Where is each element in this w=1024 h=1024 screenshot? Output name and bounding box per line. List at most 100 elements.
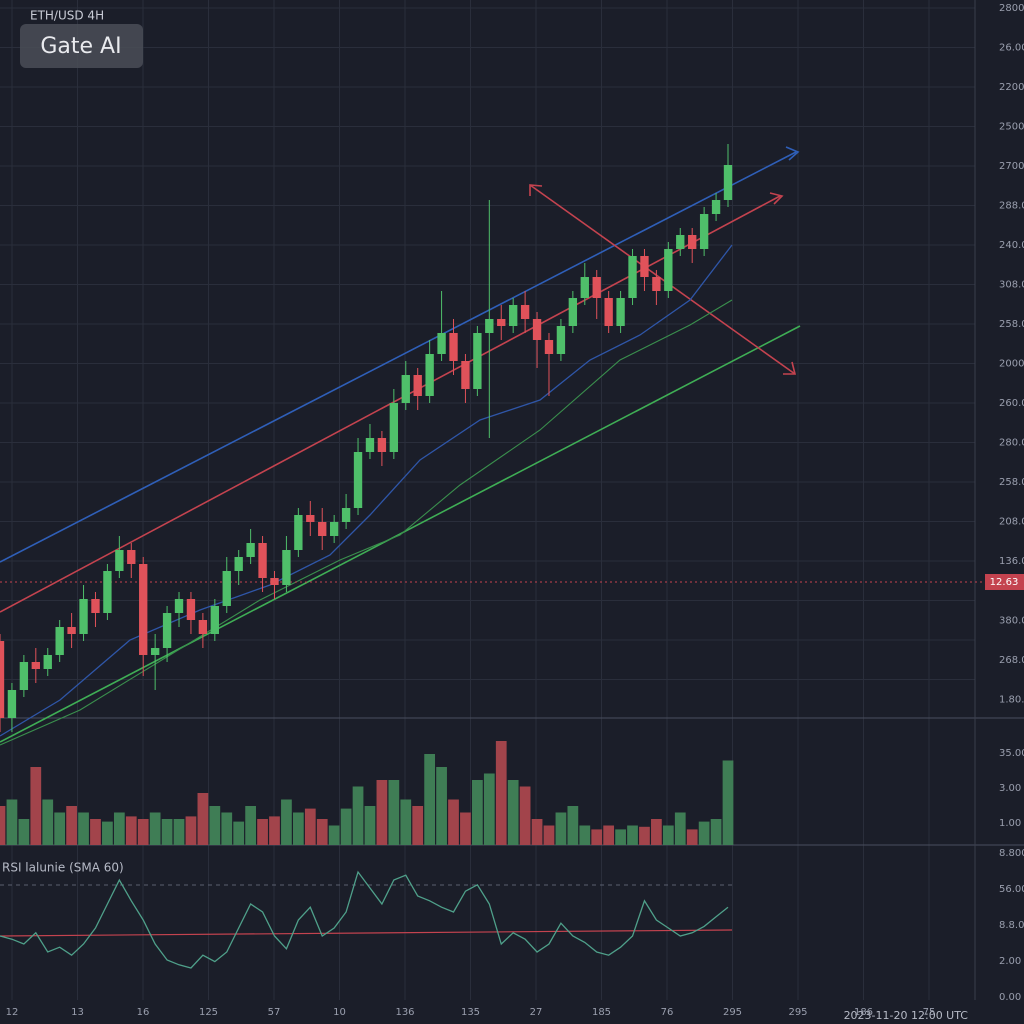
volume-bar — [197, 793, 209, 845]
volume-label: 3.00 — [999, 783, 1021, 794]
volume-bar — [567, 806, 579, 845]
candle-body — [485, 319, 494, 333]
volume-bar — [66, 806, 77, 845]
timestamp: 2023-11-20 12:00 UTC — [844, 1009, 969, 1022]
candle-body — [43, 655, 52, 669]
arrow-head — [769, 192, 784, 205]
brand-badge — [20, 24, 143, 68]
volume-bar — [686, 829, 698, 845]
arrow-head — [785, 146, 800, 161]
price-label: 136.00 — [999, 556, 1024, 567]
candle-body — [282, 550, 291, 585]
candle-body — [544, 340, 554, 354]
volume-bar — [651, 819, 662, 845]
volume-bar — [257, 819, 268, 845]
arrow-head — [783, 361, 797, 375]
volume-bar — [627, 825, 638, 845]
volume-bar — [603, 825, 615, 845]
price-label: 308.00 — [999, 280, 1024, 291]
price-label: 2800.0 — [999, 3, 1024, 14]
rsi-label: 0.00 — [999, 992, 1021, 1003]
volume-bar — [483, 773, 495, 845]
x-label: 125 — [199, 1007, 218, 1018]
candle-body — [640, 256, 649, 277]
candle-body — [425, 354, 434, 396]
volume-bar — [102, 821, 113, 845]
candle-body — [246, 543, 255, 557]
volume-bar — [436, 767, 447, 845]
candle-body — [353, 452, 363, 508]
price-label: 380.00 — [999, 616, 1024, 627]
candle-body — [79, 599, 88, 634]
volume-bar — [269, 816, 280, 845]
volume-bar — [722, 760, 734, 845]
volume-bar — [495, 741, 507, 845]
volume-bar — [173, 819, 185, 845]
brand: Gate AI — [40, 34, 121, 59]
x-label: 136 — [395, 1007, 414, 1018]
volume-bar — [161, 819, 173, 845]
price-label: 288.00 — [999, 201, 1024, 212]
price-label: 27000 — [999, 161, 1024, 172]
candle-body — [294, 515, 303, 550]
x-label: 185 — [592, 1007, 611, 1018]
candle-body — [222, 571, 231, 606]
price-label: 26.000 — [999, 43, 1024, 54]
arrow-head — [529, 184, 543, 196]
candle-body — [437, 333, 446, 354]
candle-body — [389, 403, 399, 452]
volume-bar — [615, 829, 626, 845]
volume-bar — [281, 799, 292, 845]
candle-body — [186, 599, 196, 620]
volume-bar — [185, 816, 197, 845]
candle-body — [556, 326, 566, 354]
candle-body — [676, 235, 685, 249]
volume-bar — [472, 780, 483, 845]
moving-average-slow — [0, 299, 733, 746]
volume-bar — [531, 819, 543, 845]
channel-lower — [0, 325, 801, 743]
candle-body — [318, 522, 327, 536]
candle-body — [711, 200, 721, 214]
candle-body — [532, 319, 542, 340]
volume-bar — [662, 825, 674, 845]
volume-bar — [424, 754, 436, 845]
price-label: 20000 — [999, 359, 1024, 370]
candle-body — [139, 564, 148, 655]
volume-bar — [90, 819, 101, 845]
volume-label: 1.00 — [999, 818, 1021, 829]
x-label: 12 — [6, 1007, 19, 1018]
x-label: 295 — [723, 1007, 742, 1018]
x-label: 57 — [268, 1007, 281, 1018]
candle-body — [19, 662, 29, 690]
candle-body — [473, 333, 482, 389]
volume-bar — [364, 806, 376, 845]
candle-body — [270, 578, 279, 585]
rsi-signal — [0, 929, 733, 937]
candle-body — [127, 550, 136, 564]
rsi-label: 2.00 — [999, 956, 1021, 967]
candle-body — [628, 256, 637, 298]
price-label: 268.00 — [999, 655, 1024, 666]
volume-bar — [674, 812, 686, 845]
volume-bar — [400, 799, 412, 845]
candle-body — [150, 648, 160, 655]
volume-bar — [710, 819, 722, 845]
candle-body — [401, 375, 410, 403]
volume-bar — [304, 808, 316, 845]
rsi-title: RSI lalunie (SMA 60) — [2, 861, 124, 875]
x-label: 76 — [661, 1007, 674, 1018]
marks — [0, 144, 734, 969]
volume-bar — [209, 806, 221, 845]
candle-body — [329, 522, 339, 536]
volume-bar — [125, 816, 137, 845]
candle-body — [258, 543, 267, 578]
candle-body — [461, 361, 470, 389]
volume-bar — [316, 819, 328, 845]
candle-body — [664, 249, 673, 291]
x-label: 295 — [788, 1007, 807, 1018]
volume-bar — [113, 812, 125, 845]
volume-bar — [340, 808, 352, 845]
